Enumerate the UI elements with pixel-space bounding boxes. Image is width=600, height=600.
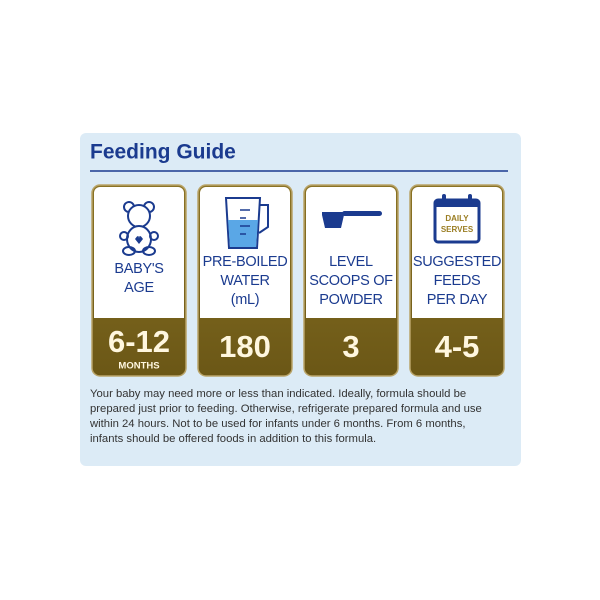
card-label: BABY'S [114,261,163,277]
note-line: prepared just prior to feeding. Otherwis… [90,403,482,415]
card-label: LEVEL [329,254,373,270]
card-top [412,300,502,318]
title: Feeding Guide [90,141,236,164]
card-label: PRE-BOILED [203,254,288,270]
card-top [306,300,396,318]
card-value: 6-12 [108,324,170,359]
card-label: WATER [220,273,269,289]
note-line: within 24 hours. Not to be used for infa… [89,418,466,430]
card-label: POWDER [319,292,382,308]
card-top [200,300,290,318]
jug-icon [224,197,269,249]
card-value: 180 [219,329,271,364]
note: Your baby may need more or less than ind… [89,388,482,445]
icon-text: SERVES [441,225,474,234]
icon-text: DAILY [445,214,469,223]
card-label: SUGGESTED [413,254,501,270]
note-line: infants should be offered foods in addit… [90,433,376,445]
card-label: SCOOPS OF [309,273,393,289]
card-value: 3 [342,329,359,364]
note-line: Your baby may need more or less than ind… [90,388,466,400]
bear-icon [119,201,159,256]
card-top [94,300,184,318]
card-label: (mL) [231,292,260,308]
card-unit: MONTHS [118,361,159,372]
card-value: 4-5 [435,329,480,364]
card-label: AGE [124,280,154,296]
card-label: PER DAY [427,292,488,308]
card-label: FEEDS [434,273,481,289]
calendar-icon [433,194,481,244]
scoop-icon [322,211,382,228]
